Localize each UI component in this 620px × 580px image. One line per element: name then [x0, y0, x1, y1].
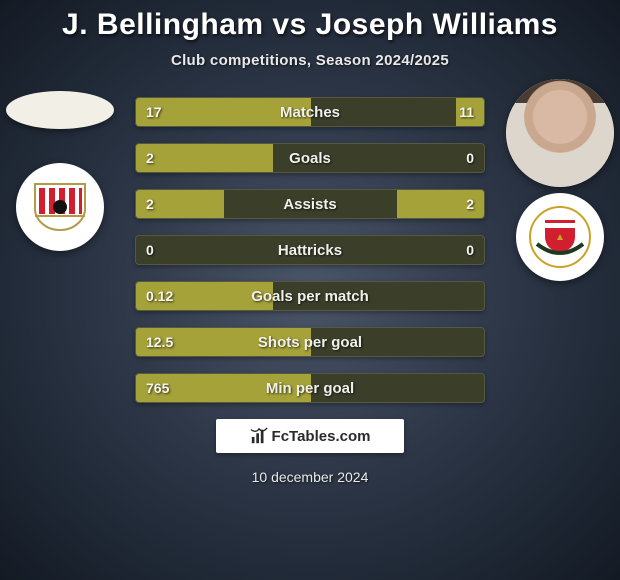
brand-badge: FcTables.com: [216, 419, 404, 453]
sunderland-crest-icon: [29, 176, 91, 238]
stat-row: 0.12Goals per match: [135, 281, 485, 311]
player-avatar-left: [6, 91, 114, 129]
stat-label: Hattricks: [136, 236, 484, 264]
stat-value-left: 2: [136, 144, 164, 172]
stat-row: 0 0Hattricks: [135, 235, 485, 265]
stats-area: 1711Matches20Goals22Assists00Hattricks0.…: [0, 97, 620, 403]
page-subtitle: Club competitions, Season 2024/2025: [0, 52, 620, 69]
stat-value-left: 2: [136, 190, 164, 218]
brand-text: FcTables.com: [272, 428, 371, 445]
stat-value-left: 0.12: [136, 282, 183, 310]
stat-value-right: [464, 374, 484, 402]
stat-value-right: 0: [456, 236, 484, 264]
stat-row: 20Goals: [135, 143, 485, 173]
stat-row: 1711Matches: [135, 97, 485, 127]
page-title: J. Bellingham vs Joseph Williams: [0, 8, 620, 42]
stat-value-right: [464, 328, 484, 356]
comparison-card: J. Bellingham vs Joseph Williams Club co…: [0, 0, 620, 580]
bristol-city-crest-icon: [527, 204, 593, 270]
stat-value-right: 0: [456, 144, 484, 172]
stat-value-left: 765: [136, 374, 179, 402]
stat-value-right: 2: [456, 190, 484, 218]
player-avatar-right: [506, 79, 614, 187]
stat-value-right: [464, 282, 484, 310]
stat-value-left: 17: [136, 98, 172, 126]
stat-rows: 1711Matches20Goals22Assists00Hattricks0.…: [135, 97, 485, 403]
stat-value-left: 0: [136, 236, 164, 264]
stat-row: 12.5Shots per goal: [135, 327, 485, 357]
left-player-badges: [5, 79, 115, 251]
right-player-badges: [505, 79, 615, 281]
stat-value-right: 11: [449, 98, 484, 126]
date-text: 10 december 2024: [0, 469, 620, 485]
club-badge-right: [516, 193, 604, 281]
stat-value-left: 12.5: [136, 328, 183, 356]
bar-chart-icon: [250, 427, 268, 445]
stat-row: 765Min per goal: [135, 373, 485, 403]
stat-row: 22Assists: [135, 189, 485, 219]
club-badge-left: [16, 163, 104, 251]
